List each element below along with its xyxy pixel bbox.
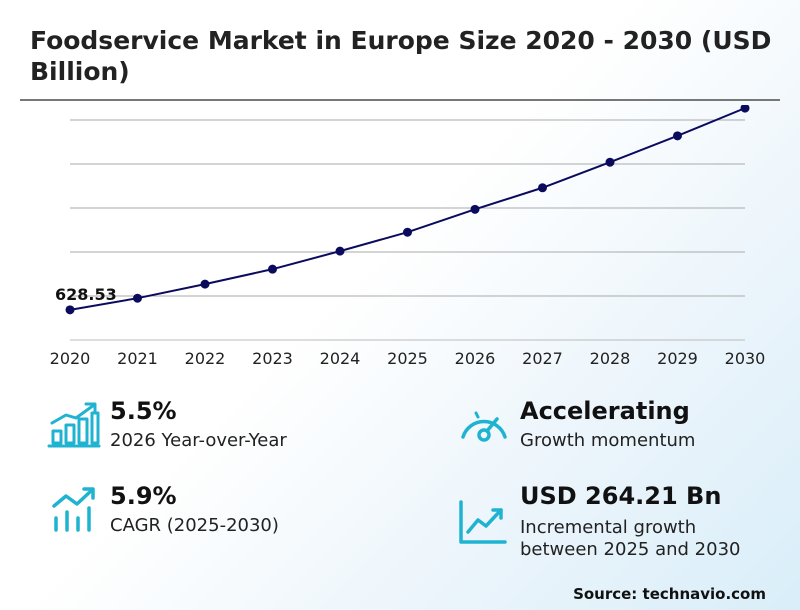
stat-cagr-desc: CAGR (2025-2030) (110, 515, 279, 536)
data-point (133, 293, 142, 303)
data-point (673, 131, 682, 141)
data-point (65, 305, 75, 315)
x-tick-label: 2025 (387, 349, 428, 368)
data-point (403, 227, 412, 237)
data-point (605, 157, 615, 167)
data-point (470, 204, 480, 214)
stat-yoy-value: 5.5% (110, 397, 177, 425)
x-tick-label: 2022 (185, 349, 226, 368)
data-point (200, 279, 210, 289)
data-point (538, 183, 547, 193)
x-tick-label: 2023 (252, 349, 293, 368)
x-tick-label: 2029 (657, 349, 698, 368)
line-chart: 2020 2021 2022 2023 2024 2025 2026 2027 2028 2029… (50, 105, 766, 368)
x-tick-label: 2021 (117, 349, 158, 368)
stat-momentum-value: Accelerating (520, 397, 690, 425)
trend-chart-icon (459, 500, 507, 544)
data-point (740, 105, 750, 113)
series-line (69, 107, 746, 311)
growth-bars-icon (52, 487, 95, 532)
stat-yoy-desc: 2026 Year-over-Year (110, 430, 287, 451)
x-tick-label: 2020 (50, 349, 91, 368)
x-tick-label: 2030 (725, 349, 766, 368)
x-tick-label: 2028 (590, 349, 631, 368)
data-point (268, 264, 277, 274)
stat-momentum-desc: Growth momentum (520, 430, 696, 451)
stat-incremental-desc-line2: between 2025 and 2030 (520, 539, 741, 560)
stat-cagr-value: 5.9% (110, 482, 177, 510)
data-point (335, 246, 345, 256)
gauge-icon (461, 411, 507, 442)
stat-incremental-desc-line1: Incremental growth (520, 517, 697, 538)
x-tick-label: 2024 (320, 349, 361, 368)
x-tick-label: 2027 (522, 349, 563, 368)
chart-title: Foodservice Market in Europe Size 2020 -… (30, 26, 772, 86)
data-label: 628.53 (55, 285, 117, 304)
stat-incremental-value: USD 264.21 Bn (520, 482, 722, 510)
bar-chart-up-icon (47, 402, 101, 448)
x-tick-label: 2026 (455, 349, 496, 368)
source-credit: Source: technavio.com (573, 585, 766, 603)
title-divider (20, 99, 780, 101)
